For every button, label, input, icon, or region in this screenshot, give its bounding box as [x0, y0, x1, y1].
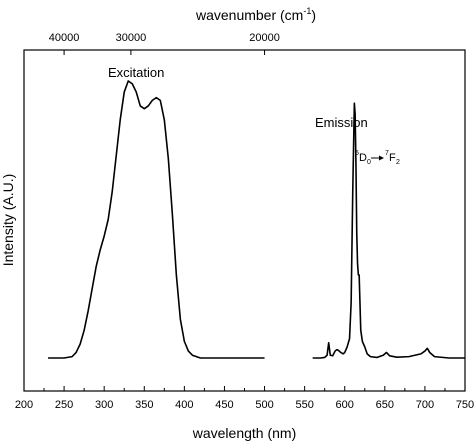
x-tick-label: 650	[376, 399, 394, 411]
x-tick-label: 350	[135, 399, 153, 411]
transition-upper-sub: 0	[367, 159, 371, 166]
top-tick-label: 40000	[49, 32, 80, 44]
top-tick-label: 20000	[249, 32, 280, 44]
y-axis-label: Intensity (A.U.)	[0, 174, 16, 267]
excitation-series-line	[48, 80, 265, 359]
transition-upper: D	[359, 152, 367, 164]
x-tick-label: 750	[456, 399, 474, 411]
x-tick-label: 250	[55, 399, 73, 411]
top-tick-label: 30000	[116, 32, 147, 44]
transition-upper-sup: 5	[355, 150, 359, 157]
top-axis-ticks: 40000 30000 20000	[49, 32, 280, 55]
x-tick-label: 300	[95, 399, 113, 411]
transition-arrow-head	[379, 155, 384, 161]
x-tick-label: 600	[336, 399, 354, 411]
x-tick-label: 550	[295, 399, 313, 411]
emission-series-line	[312, 102, 465, 359]
top-axis-label-close: )	[311, 7, 316, 23]
x-tick-label: 200	[15, 399, 33, 411]
series-layer	[48, 80, 465, 359]
x-axis-label: wavelength (nm)	[192, 425, 297, 441]
x-tick-label: 450	[215, 399, 233, 411]
excitation-annotation: Excitation	[108, 65, 164, 80]
transition-lower-sup: 7	[385, 150, 389, 157]
transition-lower-sub: 2	[396, 159, 400, 166]
x-tick-label: 500	[255, 399, 273, 411]
plot-frame	[23, 49, 466, 392]
bottom-axis-ticks: 200 250 300 350 400 450 500 550 600 650 700 750	[15, 386, 474, 411]
transition-annotation: 5 D 0 7 F 2	[355, 150, 400, 166]
emission-annotation: Emission	[315, 115, 368, 130]
top-axis-label-main: wavenumber (cm	[195, 7, 303, 23]
transition-lower: F	[389, 152, 396, 164]
x-tick-label: 700	[416, 399, 434, 411]
x-tick-label: 400	[175, 399, 193, 411]
top-axis-label: wavenumber (cm-1)	[195, 6, 316, 23]
top-axis-label-sup: -1	[303, 6, 311, 16]
